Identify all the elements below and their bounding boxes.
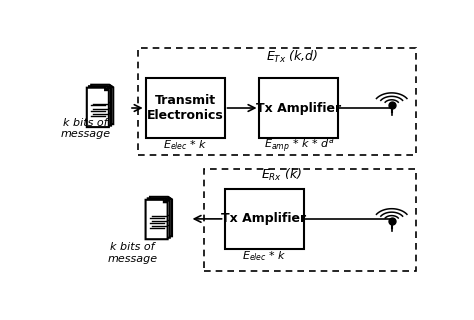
Text: k bits of
message: k bits of message — [108, 242, 158, 264]
Bar — [204, 169, 416, 271]
Text: $E_{Tx}$ (k,d): $E_{Tx}$ (k,d) — [266, 49, 319, 65]
Polygon shape — [87, 88, 109, 127]
Text: k bits of
message: k bits of message — [61, 117, 111, 139]
Polygon shape — [168, 197, 172, 199]
Text: Tx Amplifier: Tx Amplifier — [256, 101, 341, 115]
Polygon shape — [148, 198, 170, 238]
Text: $E_{amp}$ * k * $d^{a}$: $E_{amp}$ * k * $d^{a}$ — [264, 136, 334, 155]
Text: Tx Amplifier: Tx Amplifier — [221, 212, 307, 225]
Text: Transmit
Electronics: Transmit Electronics — [146, 94, 223, 122]
Text: $E_{elec}$ * k: $E_{elec}$ * k — [163, 139, 208, 153]
Polygon shape — [109, 85, 113, 87]
Polygon shape — [89, 86, 111, 126]
Polygon shape — [166, 198, 170, 201]
Polygon shape — [105, 88, 109, 90]
Polygon shape — [150, 197, 172, 236]
Text: $E_{Rx}$ (k): $E_{Rx}$ (k) — [261, 167, 302, 183]
Bar — [259, 78, 338, 138]
Polygon shape — [107, 86, 111, 89]
Polygon shape — [146, 200, 168, 239]
Bar — [138, 48, 416, 156]
Bar — [146, 78, 225, 138]
Bar — [225, 189, 303, 249]
Polygon shape — [164, 200, 168, 203]
Polygon shape — [91, 85, 113, 124]
Text: $E_{elec}$ * k: $E_{elec}$ * k — [242, 250, 286, 263]
